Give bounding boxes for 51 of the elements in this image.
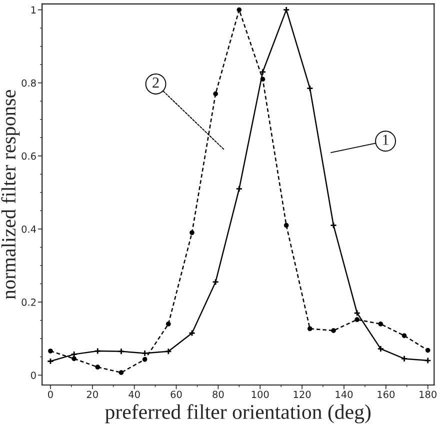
point [72, 356, 76, 362]
point [260, 76, 266, 82]
point [306, 84, 314, 92]
point [118, 348, 125, 355]
annotation: 1 [383, 134, 388, 145]
point [94, 348, 102, 354]
point [307, 326, 312, 332]
y-tick-label: 0.8 [22, 79, 36, 87]
point [331, 328, 336, 333]
y-tick-label: 0.6 [22, 152, 36, 160]
point [141, 350, 148, 357]
point [213, 91, 218, 96]
point [284, 222, 289, 228]
point [354, 317, 360, 322]
y-tick-label: 0.4 [22, 225, 36, 233]
x-tick-label: 20 [86, 390, 98, 398]
x-tick-label: 0 [48, 390, 53, 398]
point [377, 345, 384, 352]
point [95, 364, 100, 370]
point [282, 6, 290, 14]
x-axis-title: preferred filter orientation (deg) [105, 404, 371, 424]
x-tick-label: 100 [252, 390, 269, 398]
point [402, 333, 407, 338]
x-tick-label: 160 [378, 390, 395, 398]
y-tick-label: 0.2 [22, 298, 36, 306]
point [330, 222, 337, 229]
point [142, 357, 148, 362]
x-tick-label: 60 [170, 390, 182, 398]
point [236, 185, 243, 192]
point [354, 310, 361, 317]
point [425, 348, 430, 353]
point [259, 68, 266, 76]
point [166, 322, 171, 326]
point [188, 330, 196, 337]
point [212, 278, 220, 286]
x-tick-label: 40 [128, 390, 140, 398]
x-tick-label: 120 [294, 390, 311, 398]
y-axis-title: normalized filter response [1, 90, 20, 300]
point [400, 355, 408, 362]
point [190, 230, 194, 236]
point [48, 348, 53, 354]
y-tick-label: 1 [31, 6, 36, 14]
x-tick-label: 140 [336, 390, 353, 398]
point [164, 348, 172, 355]
annotation: 2 [152, 78, 159, 88]
x-tick-label: 180 [420, 390, 436, 398]
point [378, 322, 384, 326]
x-tick-label: 80 [212, 390, 224, 398]
y-tick-label: 0 [30, 372, 36, 379]
point [118, 370, 124, 376]
point [236, 7, 242, 12]
